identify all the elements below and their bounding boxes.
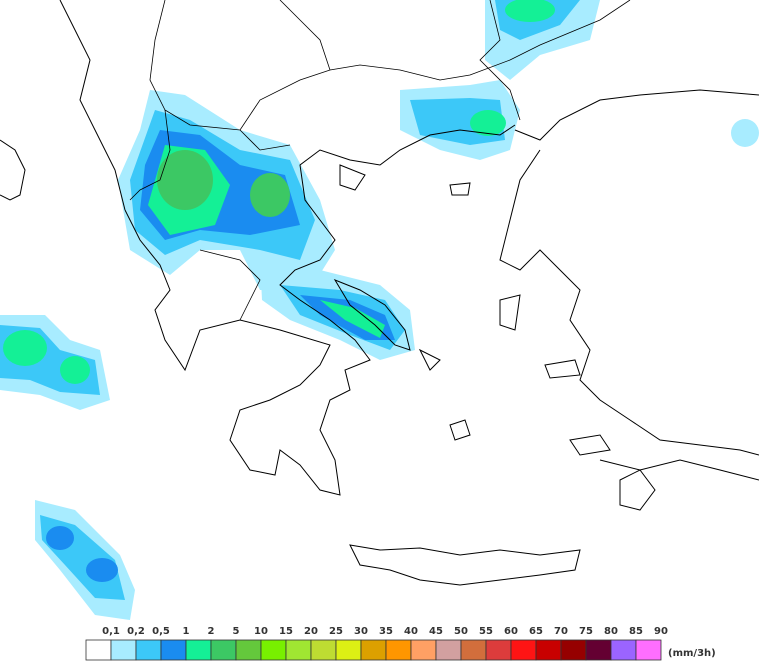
legend-label: 60 xyxy=(504,626,518,637)
borders xyxy=(129,0,631,321)
legend-label: 5 xyxy=(233,626,240,637)
legend-swatch xyxy=(560,639,587,661)
coastline xyxy=(124,124,516,496)
legend-label: 90 xyxy=(654,626,668,637)
rain-area xyxy=(320,300,385,338)
coastlines xyxy=(0,0,759,586)
legend-swatch xyxy=(160,639,187,661)
legend-swatch xyxy=(85,639,112,661)
legend-label: 0,2 xyxy=(127,626,145,637)
legend-label: 1 xyxy=(183,626,190,637)
coastline xyxy=(514,89,759,141)
legend-label: 15 xyxy=(279,626,293,637)
legend-swatch xyxy=(135,639,162,661)
coastline xyxy=(0,139,26,201)
border xyxy=(279,0,331,71)
legend-swatch xyxy=(310,639,337,661)
legend: 0,1 0,2 0,5 1 2 5 10 15 20 25 30 35 40 45 50 55 60 65 70 75… xyxy=(85,626,668,661)
rain-area xyxy=(470,110,506,136)
legend-label: 75 xyxy=(579,626,593,637)
legend-swatch xyxy=(335,639,362,661)
legend-label: 80 xyxy=(604,626,618,637)
island xyxy=(619,469,656,511)
island xyxy=(544,359,581,379)
legend-label: 65 xyxy=(529,626,543,637)
legend-label: 0,5 xyxy=(152,626,170,637)
island xyxy=(418,348,441,371)
legend-swatch xyxy=(360,639,387,661)
rain-area xyxy=(3,330,47,366)
legend-swatch xyxy=(235,639,262,661)
legend-label: 50 xyxy=(454,626,468,637)
legend-label: 25 xyxy=(329,626,343,637)
legend-swatch xyxy=(260,639,287,661)
legend-swatch xyxy=(210,639,237,661)
rain-area xyxy=(731,119,759,147)
precipitation xyxy=(0,0,759,620)
legend-unit: (mm/3h) xyxy=(668,648,716,659)
coastline xyxy=(333,278,411,351)
border xyxy=(199,249,261,321)
coastline xyxy=(59,0,126,211)
legend-label: 55 xyxy=(479,626,493,637)
legend-label: 10 xyxy=(254,626,268,637)
legend-label: 40 xyxy=(404,626,418,637)
border xyxy=(239,129,291,151)
island xyxy=(449,182,471,196)
rain-area xyxy=(505,0,555,22)
legend-label: 30 xyxy=(354,626,368,637)
legend-swatch xyxy=(385,639,412,661)
legend-label: 85 xyxy=(629,626,643,637)
coastline xyxy=(499,149,759,456)
rain-area xyxy=(46,526,74,550)
rain-area xyxy=(250,173,290,217)
legend-swatch xyxy=(185,639,212,661)
rain-area xyxy=(157,150,213,210)
island xyxy=(339,164,366,191)
legend-label: 35 xyxy=(379,626,393,637)
legend-swatch xyxy=(535,639,562,661)
legend-swatch xyxy=(635,639,662,661)
legend-swatch xyxy=(610,639,637,661)
legend-swatch xyxy=(585,639,612,661)
legend-label: 0,1 xyxy=(102,626,120,637)
legend-swatch xyxy=(435,639,462,661)
legend-swatch xyxy=(285,639,312,661)
coastline xyxy=(349,544,581,586)
border xyxy=(129,109,171,201)
rain-area xyxy=(86,558,118,582)
rain-area xyxy=(60,356,90,384)
legend-label: 70 xyxy=(554,626,568,637)
legend-label: 2 xyxy=(208,626,215,637)
legend-swatch xyxy=(460,639,487,661)
legend-swatch xyxy=(110,639,137,661)
island xyxy=(569,434,611,456)
legend-swatch xyxy=(410,639,437,661)
island xyxy=(499,294,521,331)
legend-label: 20 xyxy=(304,626,318,637)
coastline xyxy=(599,459,759,481)
legend-label: 45 xyxy=(429,626,443,637)
legend-swatch xyxy=(485,639,512,661)
border xyxy=(479,0,521,121)
legend-swatch xyxy=(510,639,537,661)
island xyxy=(449,419,471,441)
